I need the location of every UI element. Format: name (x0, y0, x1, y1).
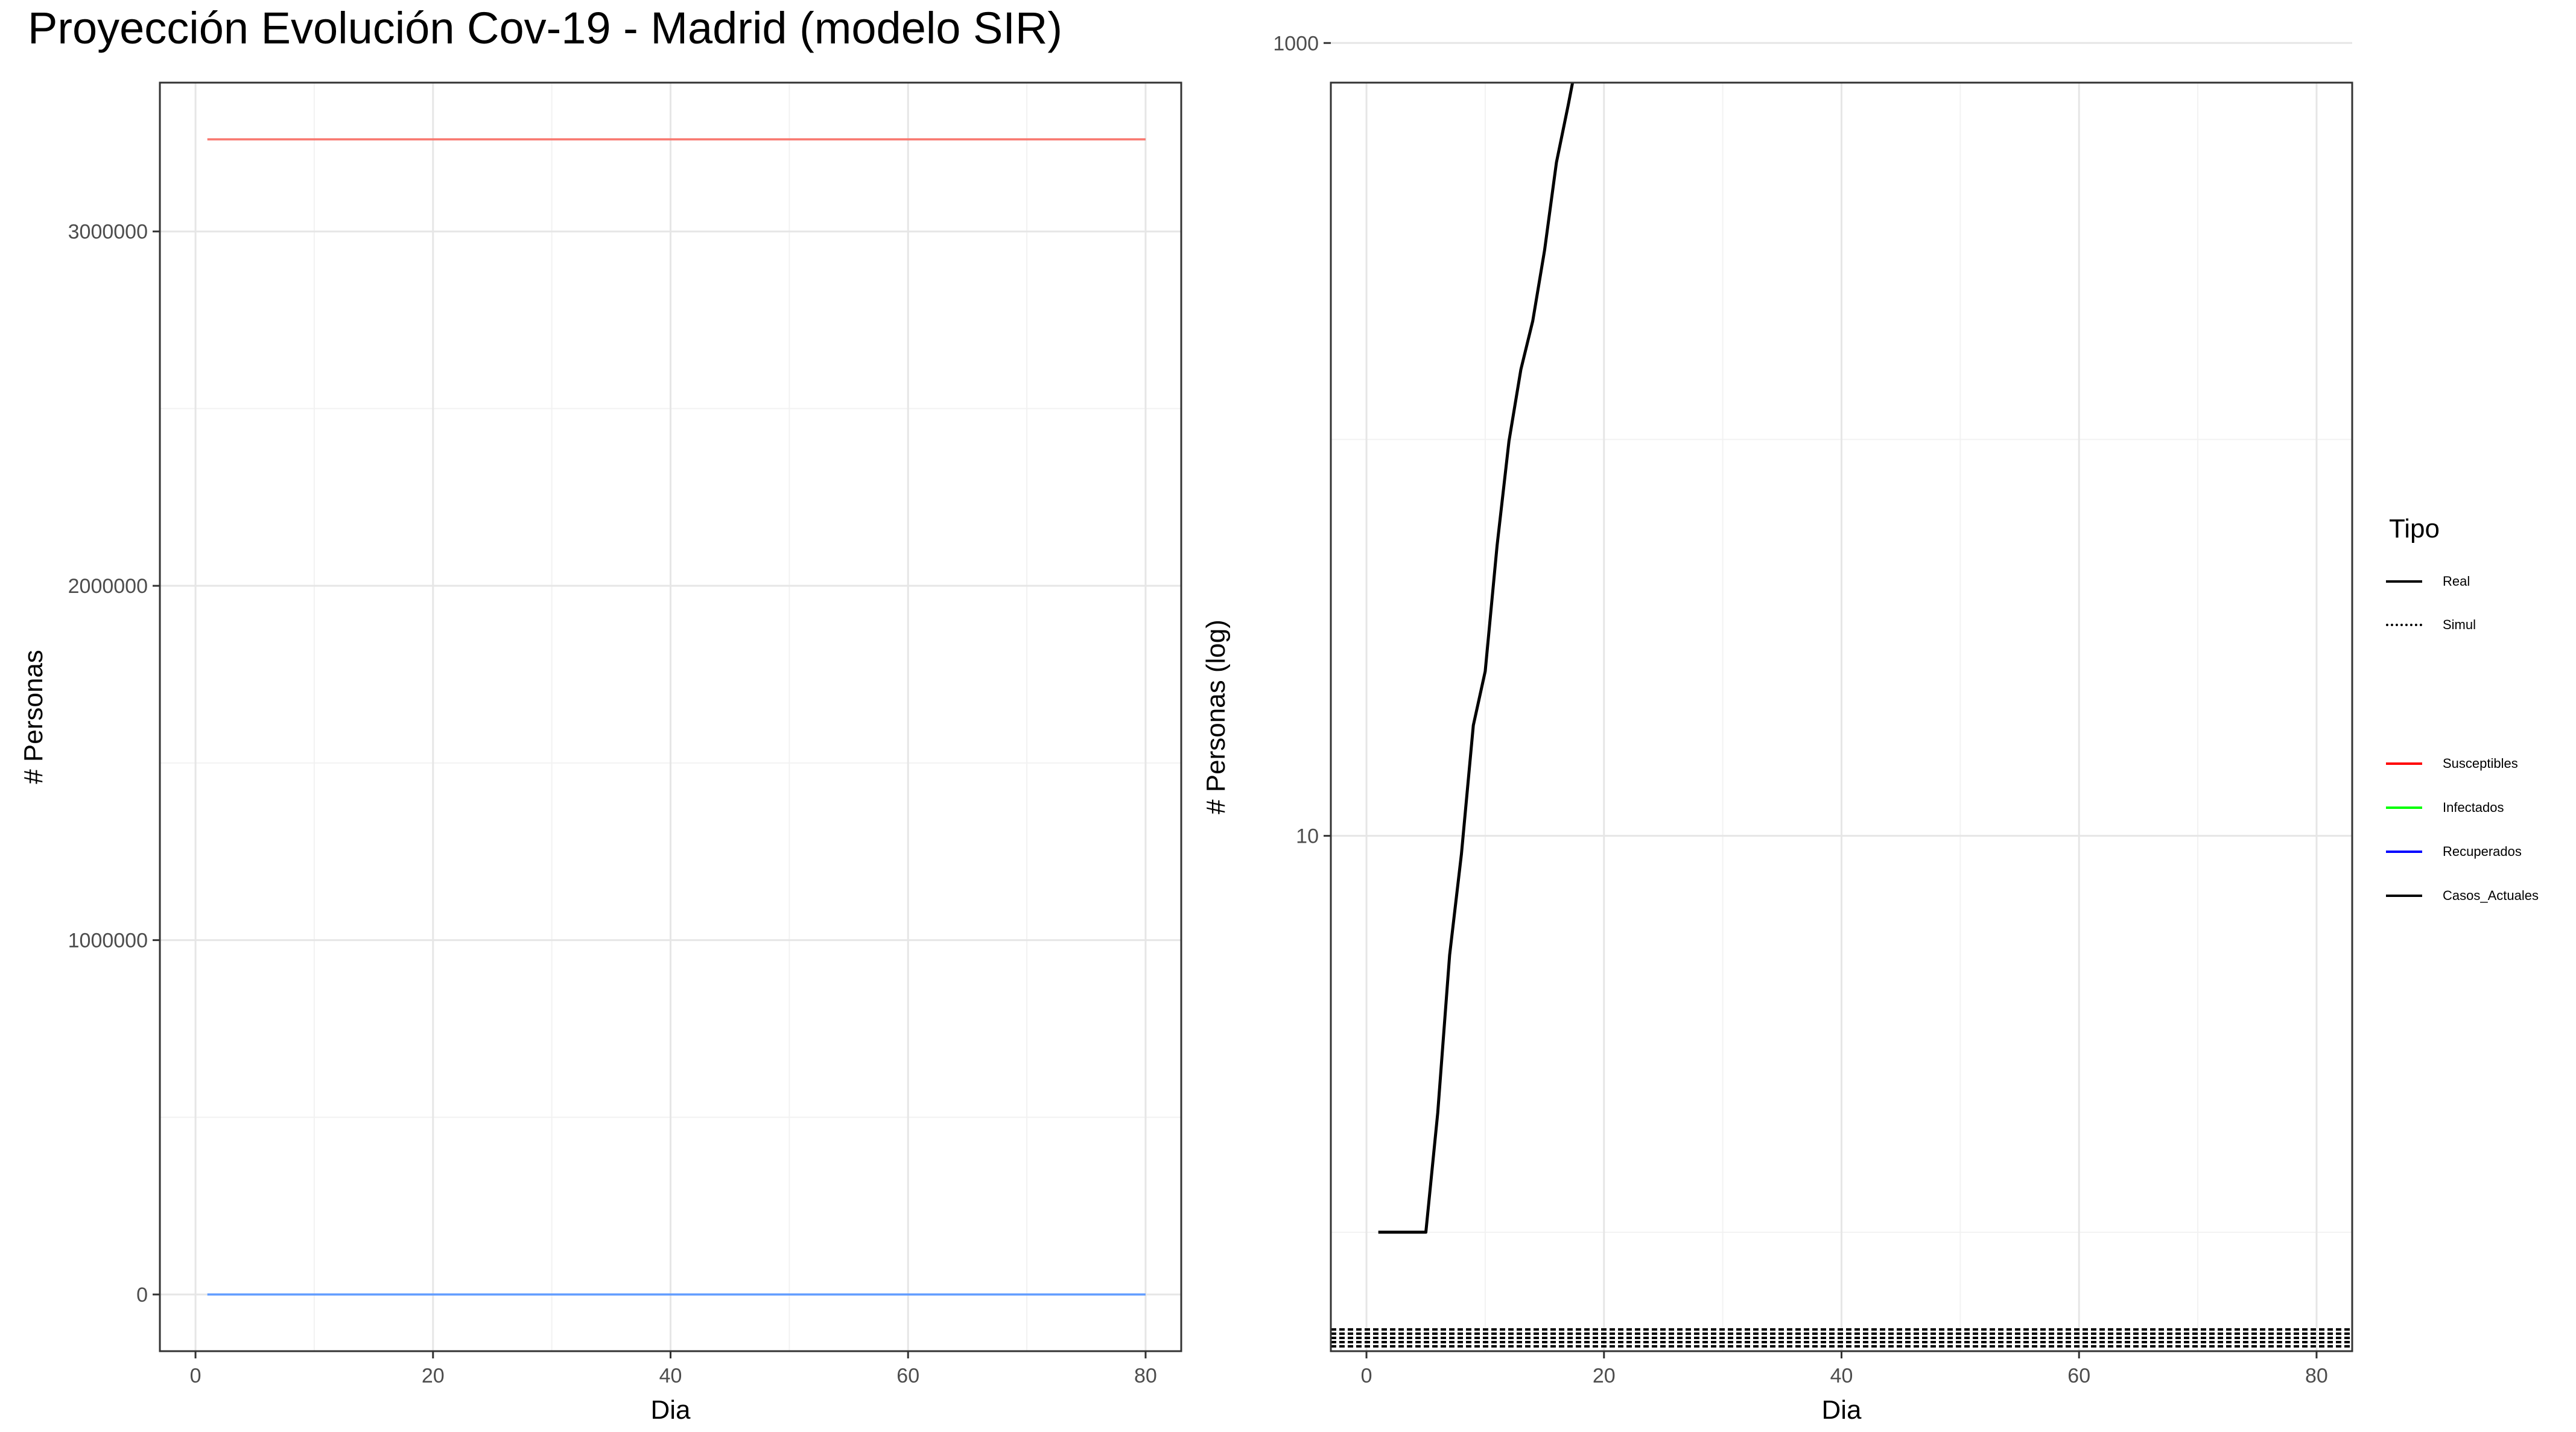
x-tick-label: 0 (1361, 1364, 1372, 1387)
legend-item-simul: Simul (2386, 613, 2476, 637)
x-tick-label: 40 (1830, 1364, 1853, 1387)
y-axis-title: # Personas (log) (1201, 619, 1231, 814)
legend-item-susceptibles: Susceptibles (2386, 752, 2518, 776)
legend-key-casos-actuales (2386, 895, 2422, 897)
panel-border (159, 81, 1182, 1352)
x-axis-title: Dia (650, 1395, 691, 1425)
legend-label-real: Real (2443, 574, 2470, 589)
y-tick-label: 1000 (1273, 32, 1319, 55)
series-group (1331, 83, 2352, 1348)
y-tick-label: 1000000 (68, 930, 148, 952)
legend-label-simul: Simul (2443, 617, 2476, 632)
left-panel: 0 20 40 60 80 0 1000000 2000000 3000000 Dia # Pers… (19, 81, 1182, 1425)
x-tick-label: 40 (659, 1364, 682, 1387)
y-tick-label: 3000000 (68, 221, 148, 244)
legend-key-susceptibles (2386, 762, 2422, 765)
x-tick-label: 60 (2067, 1364, 2090, 1387)
series-line-casos-actuales (1378, 83, 1575, 1234)
y-tick-label: 0 (136, 1284, 148, 1307)
legend-label-infectados: Infectados (2443, 800, 2504, 815)
legend-title: Tipo (2389, 514, 2440, 543)
panel-border (1330, 81, 2353, 1352)
series-group (207, 138, 1146, 1296)
legend-key-infectados (2386, 806, 2422, 809)
legend-key-simul (2386, 624, 2422, 626)
x-tick-label: 20 (1593, 1364, 1616, 1387)
x-tick-label: 20 (422, 1364, 445, 1387)
x-axis-title: Dia (1821, 1395, 1862, 1425)
x-tick-label: 0 (190, 1364, 201, 1387)
legend-item-recuperados: Recuperados (2386, 840, 2522, 864)
legend-key-real (2386, 580, 2422, 583)
x-tick-label: 80 (1134, 1364, 1157, 1387)
x-tick-label: 60 (896, 1364, 919, 1387)
right-panel: 020406080101000100000Dia# Personas (log) (1201, 32, 2353, 1425)
legend-label-casos-actuales: Casos_Actuales (2443, 888, 2539, 903)
legend-item-real: Real (2386, 569, 2470, 594)
legend-item-casos-actuales: Casos_Actuales (2386, 884, 2539, 908)
chart-title: Proyección Evolución Cov-19 - Madrid (mo… (28, 3, 1063, 53)
legend-label-recuperados: Recuperados (2443, 844, 2522, 859)
y-tick-label: 2000000 (68, 575, 148, 598)
x-tick-label: 80 (2305, 1364, 2328, 1387)
legend-key-recuperados (2386, 851, 2422, 853)
legend-item-infectados: Infectados (2386, 796, 2504, 820)
legend-label-susceptibles: Susceptibles (2443, 756, 2518, 771)
y-tick-label: 10 (1296, 825, 1319, 848)
y-axis-title: # Personas (19, 650, 48, 784)
